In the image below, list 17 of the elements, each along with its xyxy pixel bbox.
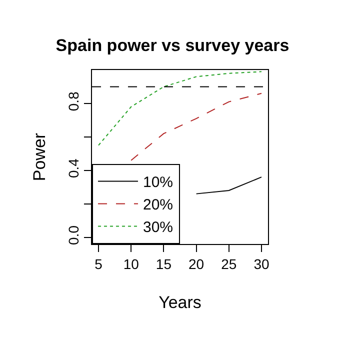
line-series xyxy=(130,92,262,161)
y-axis-title: Power xyxy=(30,132,49,182)
legend-label: 10% xyxy=(143,174,174,192)
x-tick-label: 25 xyxy=(221,256,237,272)
x-tick-label: 20 xyxy=(188,256,204,272)
y-tick-label: 0.4 xyxy=(65,158,82,178)
chart-title: Spain power vs survey years xyxy=(56,36,290,55)
y-tick-label: 0.8 xyxy=(65,91,82,112)
x-axis-title: Years xyxy=(158,293,202,312)
line-series xyxy=(98,71,262,146)
x-tick-label: 15 xyxy=(156,256,172,272)
y-tick-label: 0.0 xyxy=(65,225,82,245)
x-tick-label: 10 xyxy=(123,256,140,272)
x-tick-label: 30 xyxy=(254,256,270,272)
x-tick-label: 5 xyxy=(94,256,103,272)
legend-label: 30% xyxy=(143,219,174,236)
legend-label: 20% xyxy=(143,196,174,214)
